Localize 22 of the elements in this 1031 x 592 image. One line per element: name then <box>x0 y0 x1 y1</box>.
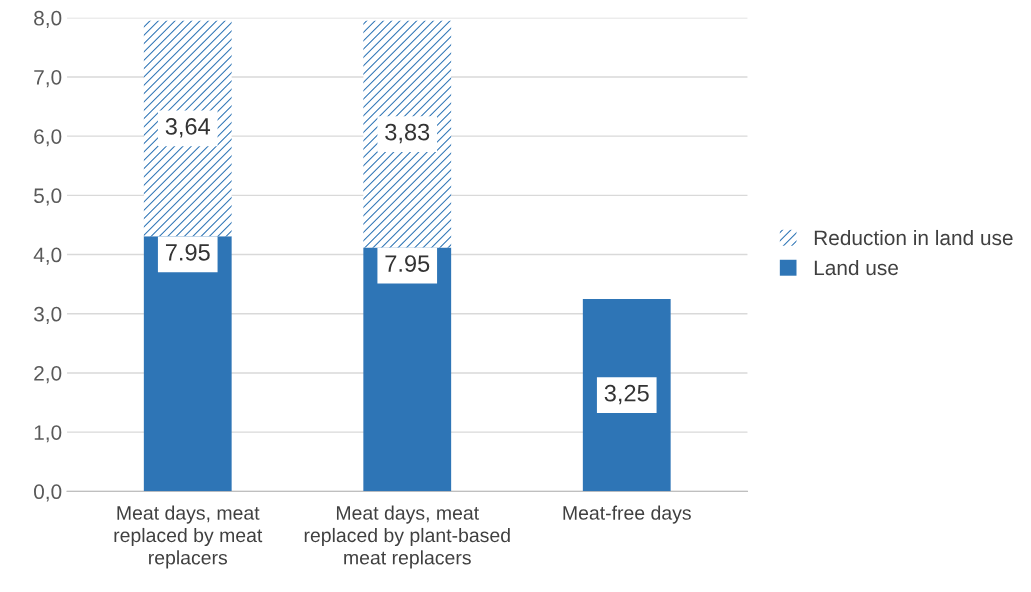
bar <box>143 236 232 492</box>
data-label: 3,25 <box>604 384 649 405</box>
y-tick-label: 1,0 <box>34 425 62 443</box>
bar <box>582 298 671 492</box>
bar <box>363 247 452 492</box>
y-tick-label: 7,0 <box>34 69 62 88</box>
x-tick-label: Meat days, meat replaced by plant-based meat replacers <box>304 505 510 569</box>
y-tick-label: 0,0 <box>34 484 62 502</box>
y-tick-label: 5,0 <box>34 188 62 206</box>
legend-label: Land use <box>814 259 898 276</box>
y-tick-label: 2,0 <box>34 365 62 384</box>
y-tick-label: 3,0 <box>33 306 62 324</box>
data-label: 3,64 <box>165 118 211 138</box>
data-label: 3,83 <box>385 123 430 144</box>
y-tick-label: 8,0 <box>34 10 62 28</box>
y-tick-label: 4,0 <box>33 247 62 265</box>
annotation: 7.95 <box>165 243 210 261</box>
annotation: 7.95 <box>385 255 430 272</box>
y-tick-label: 6,0 <box>34 129 62 147</box>
x-tick-label: Meat days, meat replaced by meat replacers <box>114 505 263 569</box>
legend-label: Reduction in land use <box>814 229 1013 246</box>
x-tick-label: Meat-free days <box>563 505 691 524</box>
